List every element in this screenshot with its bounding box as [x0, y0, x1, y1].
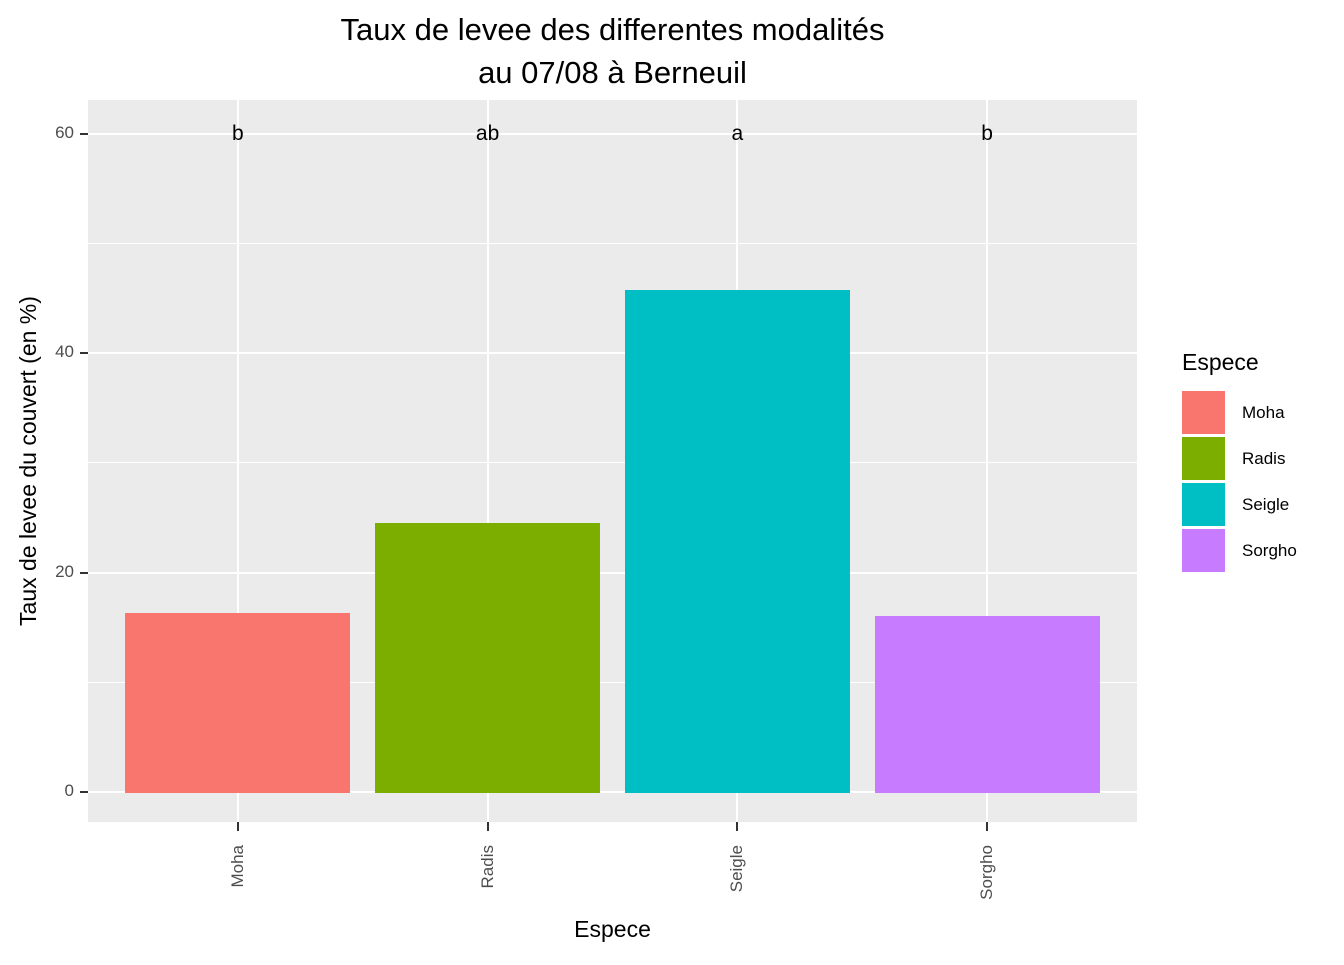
x-tick-label-radis: Radis — [477, 845, 497, 889]
bar-moha — [125, 613, 351, 793]
x-axis-title: Espece — [574, 916, 651, 942]
gridline-major-y60 — [88, 132, 1137, 135]
significance-label-moha: b — [232, 121, 244, 145]
plot-panel: b ab a b — [88, 100, 1137, 822]
legend-item-radis: Radis — [1182, 437, 1297, 480]
gridline-major-y20 — [88, 571, 1137, 574]
significance-label-sorgho: b — [981, 121, 993, 145]
gridline-major-y0 — [88, 791, 1137, 793]
legend-key-swatch-moha — [1182, 391, 1225, 434]
y-tick-label-0: 0 — [64, 781, 74, 800]
y-tick-mark-0 — [80, 791, 88, 793]
legend-item-sorgho: Sorgho — [1182, 529, 1297, 572]
x-tick-label-sorgho: Sorgho — [977, 845, 997, 900]
legend-label-seigle: Seigle — [1242, 494, 1290, 514]
significance-label-seigle: a — [731, 121, 744, 145]
y-tick-label-20: 20 — [55, 561, 74, 581]
bar-seigle — [624, 289, 850, 793]
chart-title: Taux de levee des differentes modalités … — [88, 8, 1137, 94]
legend-items: Moha Radis Seigle Sorgho — [1182, 391, 1297, 572]
legend-item-seigle: Seigle — [1182, 483, 1297, 526]
legend-key-swatch-sorgho — [1182, 529, 1225, 572]
x-tick-label-seigle: Seigle — [727, 845, 747, 893]
x-tick-label-moha: Moha — [227, 845, 247, 888]
legend-label-moha: Moha — [1242, 402, 1285, 422]
y-tick-label-60: 60 — [55, 122, 74, 142]
legend-label-radis: Radis — [1242, 448, 1286, 468]
chart-title-line2: au 07/08 à Berneuil — [478, 55, 747, 90]
chart-title-line1: Taux de levee des differentes modalités — [340, 12, 885, 47]
legend: Espece Moha Radis Seigle Sorgho — [1182, 349, 1297, 575]
legend-item-moha: Moha — [1182, 391, 1297, 434]
legend-label-sorgho: Sorgho — [1242, 540, 1297, 560]
y-tick-mark-40 — [80, 352, 88, 355]
y-axis-title: Taux de levee du couvert (en %) — [15, 296, 41, 626]
x-tick-mark-radis — [486, 822, 489, 831]
legend-title: Espece — [1182, 349, 1259, 375]
x-tick-mark-seigle — [736, 822, 739, 831]
y-tick-label-40: 40 — [55, 342, 74, 362]
gridline-major-y40 — [88, 352, 1137, 355]
bar-sorgho — [874, 616, 1100, 793]
legend-key-swatch-seigle — [1182, 483, 1225, 526]
y-tick-mark-20 — [80, 571, 88, 574]
gridline-minor-y10 — [88, 681, 1137, 683]
gridline-vertical-radis — [486, 100, 489, 822]
significance-label-radis: ab — [475, 121, 500, 145]
y-tick-mark-60 — [80, 132, 88, 135]
gridline-minor-y50 — [88, 243, 1137, 245]
bar-radis — [375, 523, 600, 793]
gridline-vertical-moha — [236, 100, 239, 822]
x-tick-mark-moha — [236, 822, 239, 831]
x-tick-mark-sorgho — [986, 822, 989, 831]
legend-key-swatch-radis — [1182, 437, 1225, 480]
gridline-minor-y30 — [88, 462, 1137, 464]
gridline-vertical-sorgho — [986, 100, 989, 822]
